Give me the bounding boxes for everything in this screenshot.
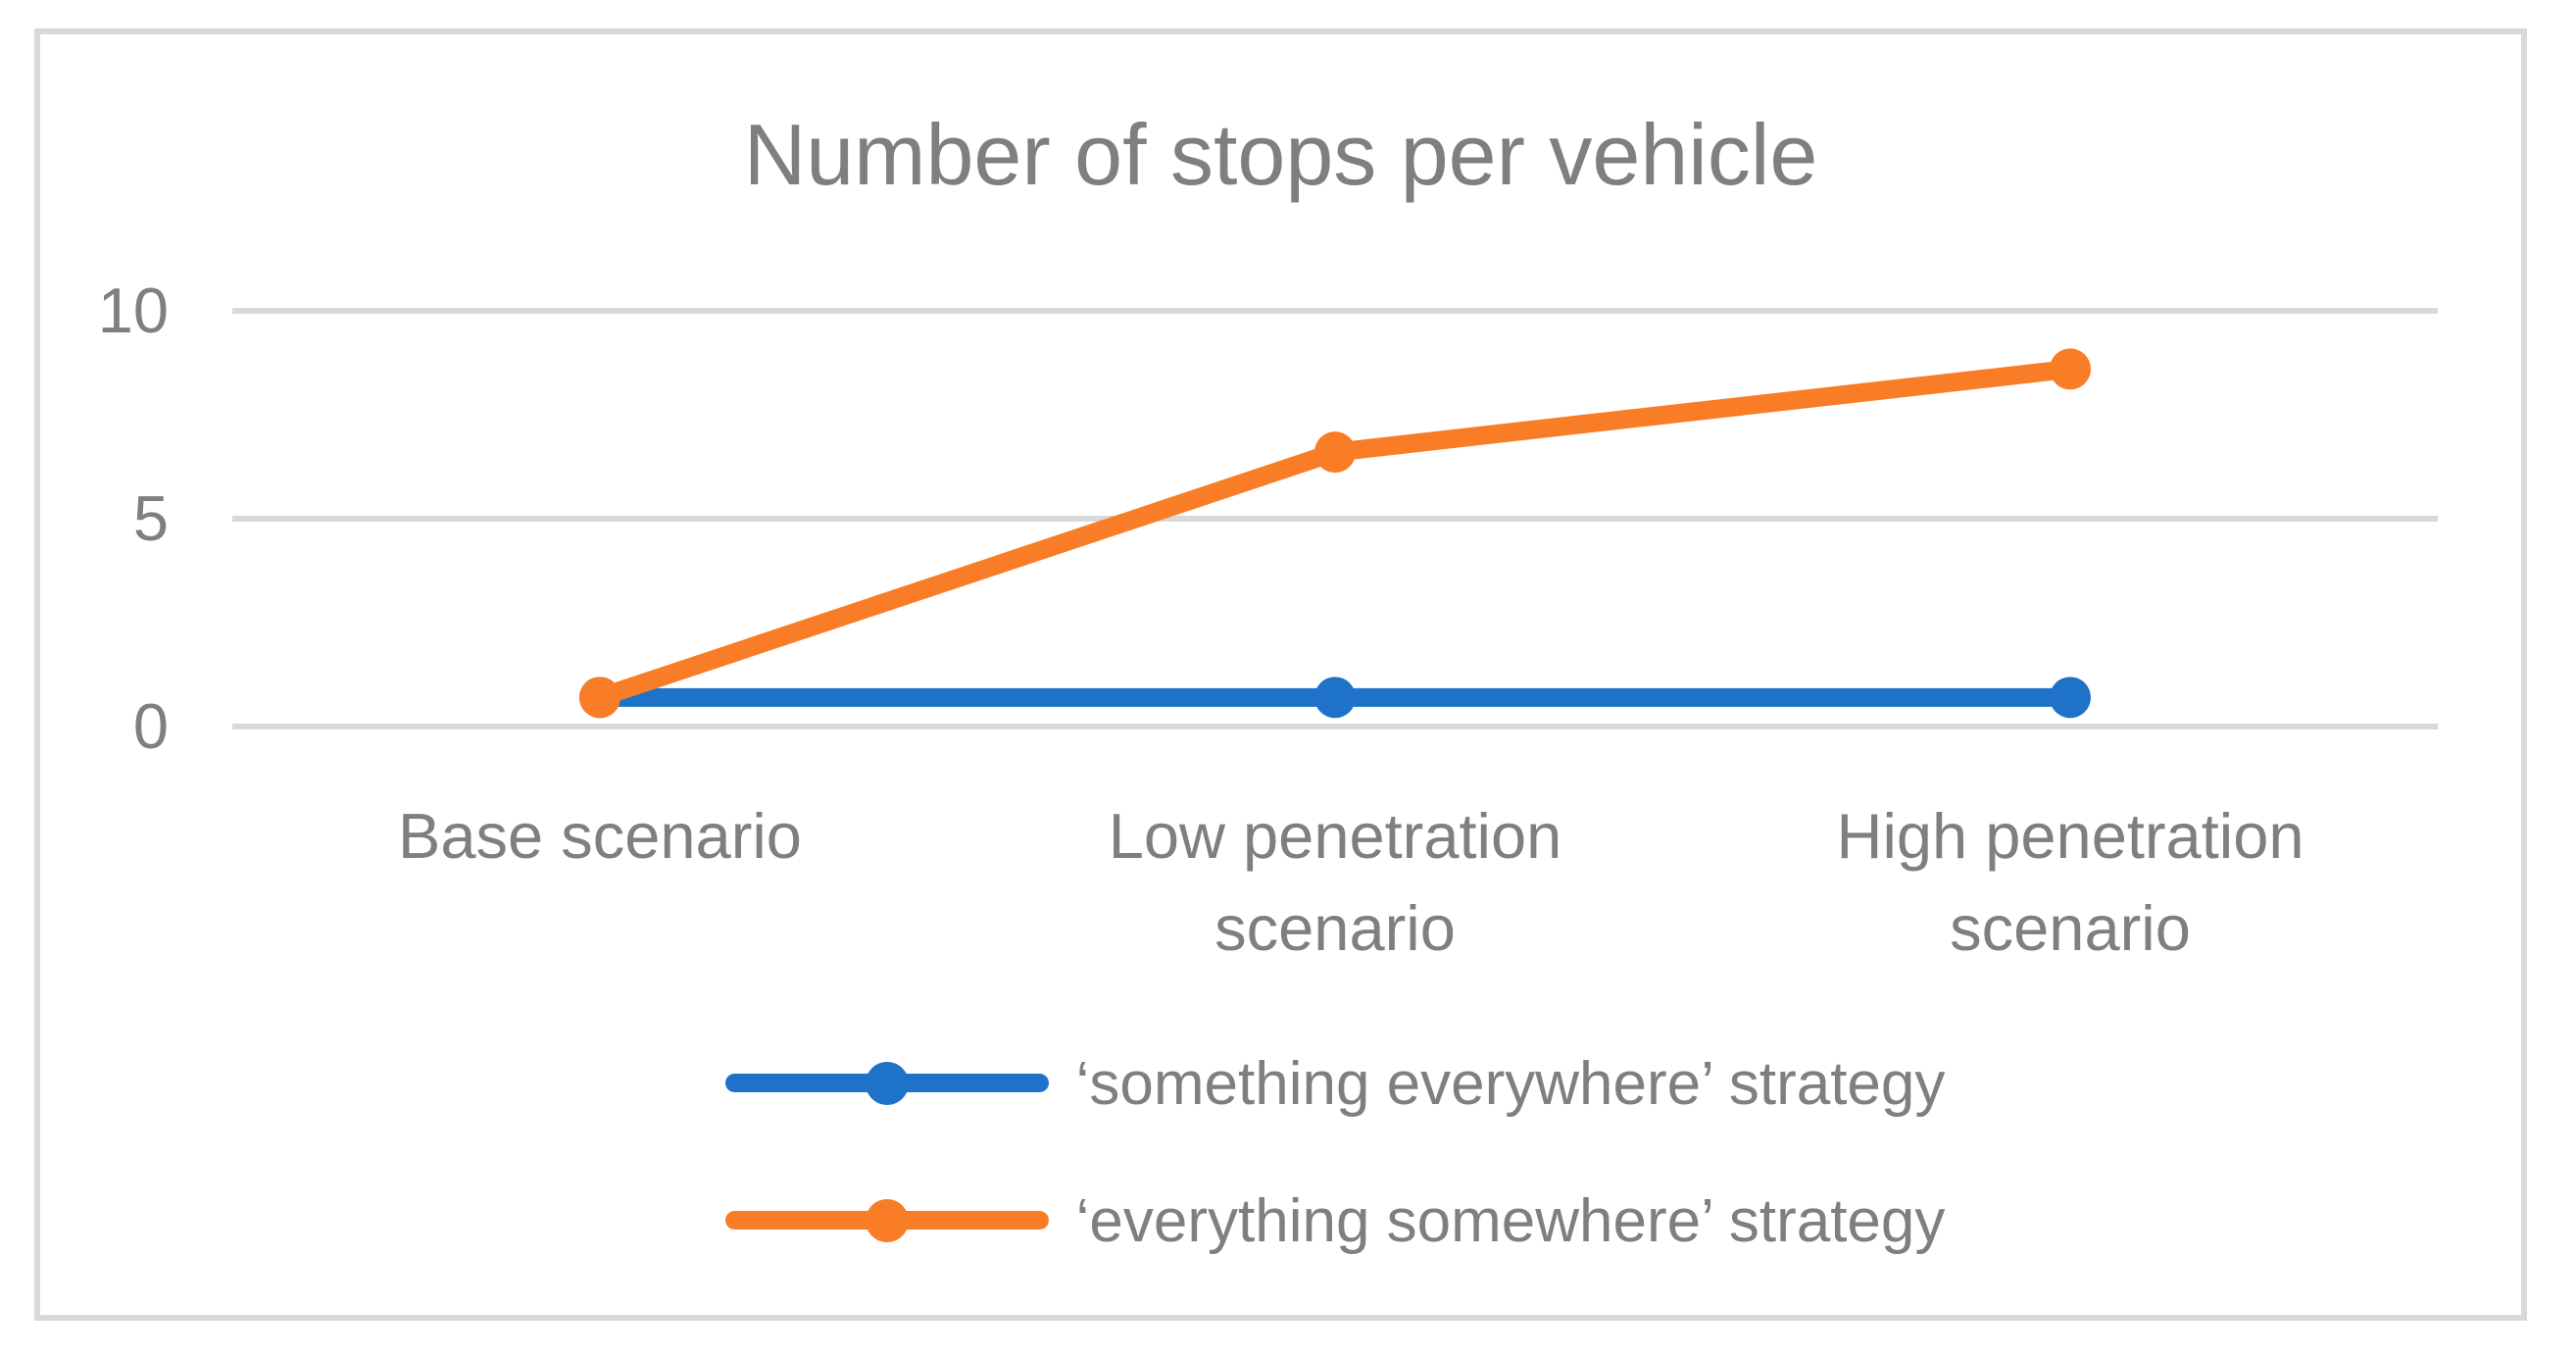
chart-title: Number of stops per vehicle xyxy=(743,106,1818,203)
data-point-marker xyxy=(579,677,620,719)
legend: ‘something everywhere’ strategy ‘everythi… xyxy=(232,1037,2438,1267)
x-category-label: Low penetration scenario xyxy=(1108,800,1562,964)
legend-label: ‘something everywhere’ strategy xyxy=(1075,1049,1946,1118)
x-category-label: Base scenario xyxy=(398,800,802,872)
data-point-marker xyxy=(1314,431,1356,474)
x-category-label: High penetration scenario xyxy=(1836,800,2304,964)
legend-marker-dot-icon xyxy=(865,1062,909,1105)
legend-marker-dot-icon xyxy=(865,1199,909,1242)
y-tick-label-5: 5 xyxy=(132,482,169,554)
data-point-marker xyxy=(2050,348,2091,390)
legend-item: ‘everything somewhere’ strategy xyxy=(724,1175,1946,1267)
series-line-1 xyxy=(590,359,2080,707)
legend-item: ‘something everywhere’ strategy xyxy=(724,1037,1946,1130)
y-tick-label-0: 0 xyxy=(132,690,169,762)
legend-label: ‘everything somewhere’ strategy xyxy=(1075,1186,1946,1255)
data-point-marker xyxy=(1314,677,1356,719)
data-point-marker xyxy=(2050,677,2091,719)
legend-swatch xyxy=(724,1197,1049,1244)
chart-border-frame xyxy=(34,28,2527,1321)
legend-swatch xyxy=(724,1060,1049,1107)
y-tick-label-10: 10 xyxy=(97,275,169,346)
